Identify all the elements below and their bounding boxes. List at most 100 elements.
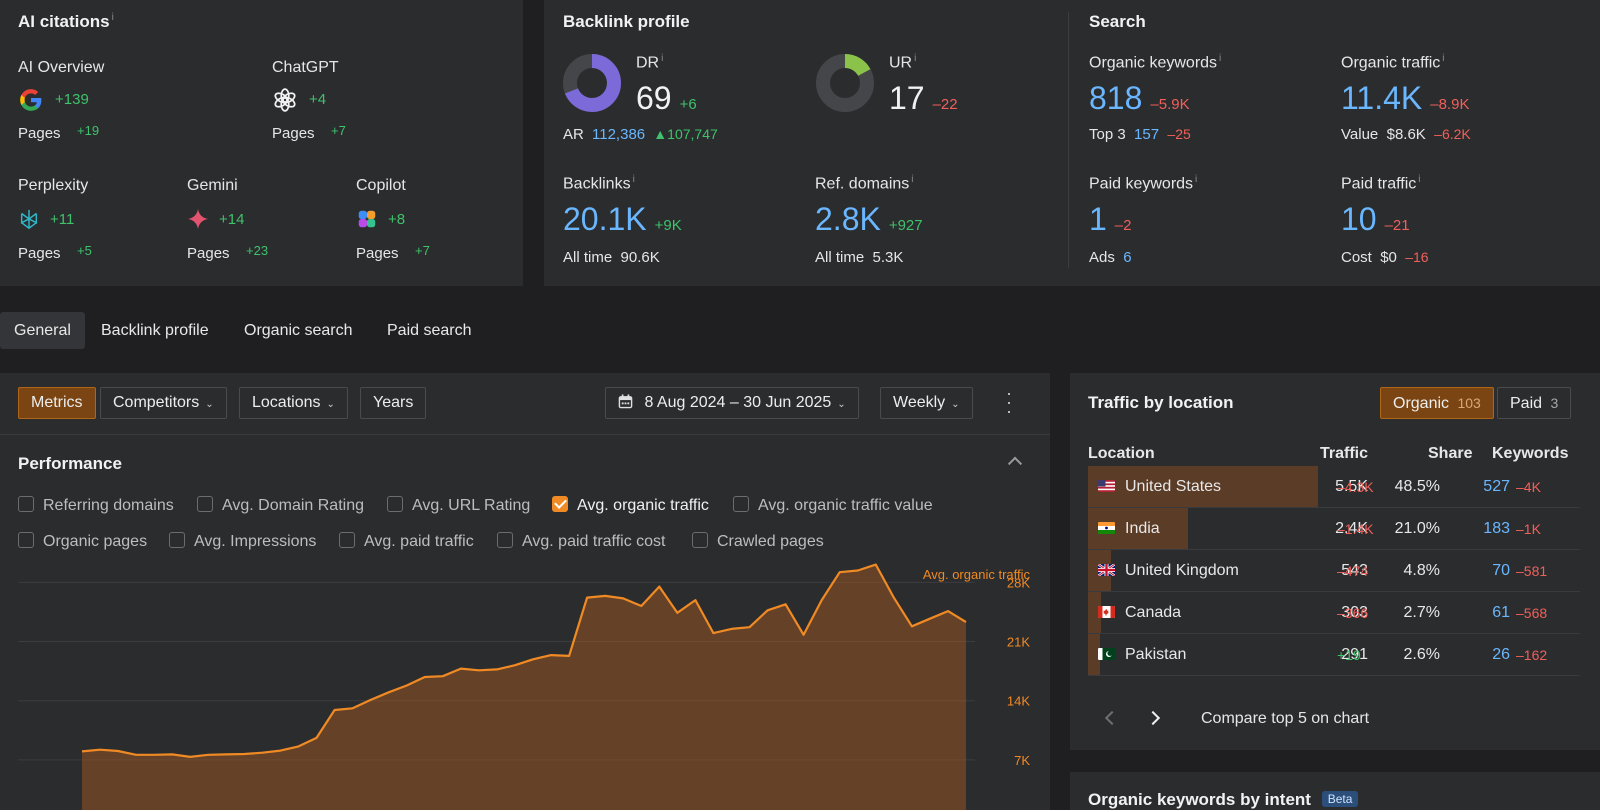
dr-label: DR i bbox=[636, 53, 664, 72]
info-icon[interactable]: i bbox=[111, 12, 114, 24]
checkbox-box[interactable] bbox=[692, 532, 708, 548]
checkbox-box[interactable] bbox=[733, 496, 749, 512]
checkbox-box[interactable] bbox=[169, 532, 185, 548]
more-options-icon[interactable]: · · · bbox=[1006, 383, 1012, 421]
date-range-picker[interactable]: 8 Aug 2024 – 30 Jun 2025 ⌄ bbox=[605, 387, 859, 419]
paid-keywords-value[interactable]: 1 –2 bbox=[1089, 201, 1132, 237]
info-icon[interactable]: i bbox=[914, 53, 917, 64]
checkbox-avg-impressions[interactable]: Avg. Impressions bbox=[169, 532, 316, 551]
organic-keywords-value[interactable]: 818 –5.9K bbox=[1089, 80, 1190, 116]
checkbox-box[interactable] bbox=[497, 532, 513, 548]
traffic-by-location-title: Traffic by location bbox=[1088, 393, 1234, 412]
info-icon[interactable]: i bbox=[632, 174, 635, 185]
header-location[interactable]: Location bbox=[1088, 445, 1155, 462]
info-icon[interactable]: i bbox=[661, 53, 664, 64]
table-row[interactable]: Canada 303 –366 2.7% 61 –568 bbox=[1088, 592, 1580, 634]
ai-overview-pages-value: +19 bbox=[77, 123, 100, 138]
perplexity-pages-value: +5 bbox=[77, 243, 92, 258]
table-row[interactable]: United States 5.5K –4.3K 48.5% 527 –4K bbox=[1088, 466, 1580, 508]
traffic-delta: +19 bbox=[1337, 647, 1361, 663]
checkbox-avg-paid-traffic[interactable]: Avg. paid traffic bbox=[339, 532, 474, 551]
organic-toggle[interactable]: Organic 103 bbox=[1380, 387, 1494, 419]
keywords-value[interactable]: 70 bbox=[1492, 562, 1510, 579]
backlink-profile-title: Backlink profile bbox=[563, 12, 690, 31]
info-icon[interactable]: i bbox=[1195, 174, 1198, 185]
traffic-delta: –474 bbox=[1337, 563, 1369, 579]
paid-keywords-delta: –2 bbox=[1114, 217, 1132, 234]
ur-label: UR i bbox=[889, 53, 917, 72]
share-value: 4.8% bbox=[1403, 562, 1440, 579]
compare-top5-link[interactable]: Compare top 5 on chart bbox=[1201, 710, 1370, 727]
checkbox-avg-paid-traffic-cost[interactable]: Avg. paid traffic cost bbox=[497, 532, 665, 551]
perplexity-label: Perplexity bbox=[18, 177, 89, 194]
divider bbox=[0, 434, 1050, 435]
info-icon[interactable]: i bbox=[911, 174, 914, 185]
table-row[interactable]: India 2.4K –1.4K 21.0% 183 –1K bbox=[1088, 508, 1580, 550]
y-tick-label: 14K bbox=[1007, 694, 1030, 709]
chevron-down-icon: ⌄ bbox=[951, 399, 960, 410]
checkbox-referring-domains[interactable]: Referring domains bbox=[18, 496, 174, 515]
tab-general[interactable]: General bbox=[0, 312, 85, 349]
google-icon bbox=[20, 89, 42, 111]
tab-paid-search[interactable]: Paid search bbox=[387, 322, 472, 339]
country-flag-icon bbox=[1098, 480, 1115, 492]
chart-legend: Avg. organic traffic bbox=[923, 567, 1031, 582]
interval-dropdown[interactable]: Weekly ⌄ bbox=[880, 387, 973, 419]
chevron-down-icon: ⌄ bbox=[326, 399, 335, 410]
paid-toggle[interactable]: Paid 3 bbox=[1497, 387, 1572, 419]
checkbox-avg-url-rating[interactable]: Avg. URL Rating bbox=[387, 496, 530, 515]
collapse-chevron-icon[interactable] bbox=[1007, 456, 1023, 471]
chevron-down-icon: ⌄ bbox=[205, 399, 214, 410]
country-flag-icon bbox=[1098, 522, 1115, 534]
checkbox-avg-organic-traffic[interactable]: Avg. organic traffic bbox=[552, 496, 709, 515]
ref-domains-alltime: All time 5.3K bbox=[815, 249, 904, 266]
traffic-series-line[interactable] bbox=[81, 563, 967, 758]
checkbox-box[interactable] bbox=[18, 496, 34, 512]
checkbox-avg-domain-rating[interactable]: Avg. Domain Rating bbox=[197, 496, 364, 515]
header-share[interactable]: Share bbox=[1428, 445, 1473, 462]
header-traffic[interactable]: Traffic bbox=[1320, 445, 1369, 462]
organic-keywords-label: Organic keywords i bbox=[1089, 53, 1222, 72]
keywords-value[interactable]: 61 bbox=[1492, 604, 1510, 621]
tab-organic-search[interactable]: Organic search bbox=[244, 322, 353, 339]
ref-domains-delta: +927 bbox=[888, 217, 923, 234]
keywords-value[interactable]: 183 bbox=[1483, 520, 1510, 537]
checkbox-organic-pages[interactable]: Organic pages bbox=[18, 532, 147, 551]
table-row[interactable]: United Kingdom 543 –474 4.8% 70 –581 bbox=[1088, 550, 1580, 592]
checkbox-box[interactable] bbox=[18, 532, 34, 548]
organic-traffic-value-row: Value $8.6K –6.2K bbox=[1341, 126, 1471, 143]
ai-overview-label: AI Overview bbox=[18, 59, 105, 76]
chatgpt-pages-value: +7 bbox=[331, 123, 346, 138]
checkbox-box[interactable] bbox=[387, 496, 403, 512]
info-icon[interactable]: i bbox=[1219, 53, 1222, 64]
organic-traffic-value[interactable]: 11.4K –8.9K bbox=[1341, 80, 1470, 116]
info-icon[interactable]: i bbox=[1442, 53, 1445, 64]
ref-domains-value[interactable]: 2.8K +927 bbox=[815, 201, 923, 237]
ai-citations-title: AI citations i bbox=[18, 12, 114, 31]
country-flag-icon bbox=[1098, 648, 1115, 660]
gemini-icon bbox=[187, 208, 209, 230]
checkbox-box[interactable] bbox=[339, 532, 355, 548]
chatgpt-icon bbox=[274, 88, 296, 112]
metrics-button[interactable]: Metrics bbox=[18, 387, 96, 419]
tab-backlink-profile[interactable]: Backlink profile bbox=[101, 322, 209, 339]
calendar-icon bbox=[618, 394, 633, 409]
info-icon[interactable]: i bbox=[1418, 174, 1421, 185]
backlinks-value[interactable]: 20.1K +9K bbox=[563, 201, 682, 237]
checkbox-box-checked[interactable] bbox=[552, 496, 568, 512]
checkbox-avg-organic-traffic-value[interactable]: Avg. organic traffic value bbox=[733, 496, 933, 515]
header-keywords[interactable]: Keywords bbox=[1492, 445, 1569, 462]
share-value: 21.0% bbox=[1394, 520, 1440, 537]
checkbox-crawled-pages[interactable]: Crawled pages bbox=[692, 532, 824, 551]
locations-dropdown[interactable]: Locations ⌄ bbox=[239, 387, 348, 419]
gemini-value: +14 bbox=[219, 211, 245, 228]
keywords-value[interactable]: 527 bbox=[1483, 478, 1510, 495]
traffic-value: 2.4K bbox=[1335, 520, 1368, 537]
table-row[interactable]: Pakistan 291 +19 2.6% 26 –162 bbox=[1088, 634, 1580, 676]
keywords-value[interactable]: 26 bbox=[1492, 646, 1510, 663]
organic-traffic-delta: –8.9K bbox=[1430, 96, 1470, 113]
competitors-dropdown[interactable]: Competitors ⌄ bbox=[100, 387, 227, 419]
paid-traffic-value[interactable]: 10 –21 bbox=[1341, 201, 1410, 237]
checkbox-box[interactable] bbox=[197, 496, 213, 512]
years-button[interactable]: Years bbox=[360, 387, 427, 419]
